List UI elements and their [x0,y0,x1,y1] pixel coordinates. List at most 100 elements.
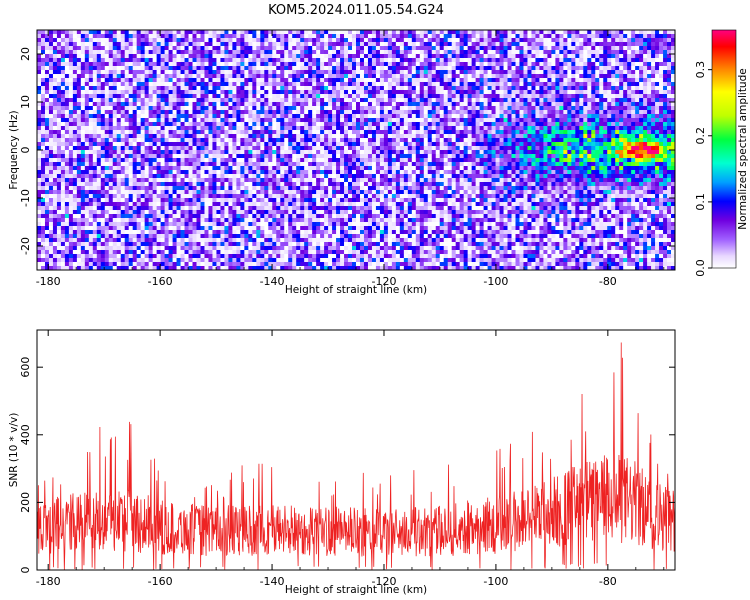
heatmap-cell [108,58,114,63]
heatmap-cell [344,90,349,95]
heatmap-cell [451,58,457,63]
heatmap-cell [64,118,70,123]
heatmap-cell [44,122,50,127]
heatmap-cell [40,154,46,159]
heatmap-cell [491,30,496,35]
heatmap-cell [212,110,217,115]
chart-title: KOM5.2024.011.05.54.G24 [268,3,444,18]
heatmap-cell [72,126,78,131]
heatmap-cell [439,78,445,83]
heatmap-cell [60,82,66,87]
heatmap-cell [244,78,249,83]
heatmap-cell [320,42,325,47]
heatmap-cell [128,154,134,159]
heatmap-cell [459,34,465,39]
heatmap-cell [419,126,425,131]
heatmap-cell [447,30,453,35]
heatmap-cell [280,90,285,95]
heatmap-cell [104,122,110,127]
heatmap-cell [340,30,345,35]
heatmap-cell [328,138,333,143]
heatmap-cell [531,146,536,151]
heatmap-cell [427,70,433,75]
heatmap-cell [591,110,596,115]
heatmap-cell [300,114,305,119]
heatmap-cell [164,86,169,91]
heatmap-cell [395,90,401,95]
heatmap-cell [647,30,652,35]
heatmap-cell [415,38,421,43]
heatmap-cell [292,126,297,131]
heatmap-cell [407,82,413,87]
heatmap-cell [124,34,130,39]
heatmap-cell [176,42,181,47]
heatmap-cell [395,38,401,43]
heatmap-cell [647,102,652,107]
heatmap-cell [491,90,496,95]
heatmap-cell [308,42,313,47]
heatmap-cell [284,46,289,51]
heatmap-cell [387,86,393,91]
heatmap-cell [503,150,508,155]
heatmap-cell [44,102,50,107]
heatmap-cell [627,130,632,135]
heatmap-cell [595,34,600,39]
heatmap-cell [200,86,205,91]
heatmap-cell [451,78,457,83]
heatmap-cell [407,150,413,155]
heatmap-cell [204,58,209,63]
heatmap-cell [543,146,548,151]
heatmap-cell [447,142,453,147]
heatmap-cell [563,58,568,63]
heatmap-cell [268,78,273,83]
heatmap-cell [515,130,520,135]
heatmap-cell [244,30,249,35]
heatmap-cell [332,98,337,103]
heatmap-cell [651,126,656,131]
heatmap-cell [507,146,512,151]
heatmap-cell [236,58,241,63]
heatmap-cell [164,62,169,67]
heatmap-cell [623,98,628,103]
heatmap-cell [527,102,532,107]
heatmap-cell [240,146,245,151]
heatmap-cell [387,66,393,71]
heatmap-cell [371,146,377,151]
heatmap-cell [304,118,309,123]
heatmap-cell [407,74,413,79]
heatmap-cell [120,118,126,123]
heatmap-cell [140,114,146,119]
heatmap-cell [64,66,70,71]
heatmap-cell [639,118,644,123]
heatmap-cell [451,46,457,51]
heatmap-cell [451,106,457,111]
heatmap-cell [68,154,74,159]
heatmap-cell [216,42,221,47]
heatmap-cell [260,102,265,107]
heatmap-cell [200,142,205,147]
heatmap-cell [631,150,636,155]
heatmap-cell [547,62,552,67]
heatmap-cell [168,122,173,127]
heatmap-cell [631,70,636,75]
heatmap-cell [503,50,508,55]
heatmap-cell [76,94,82,99]
heatmap-cell [264,134,269,139]
heatmap-cell [423,34,429,39]
heatmap-cell [60,50,66,55]
heatmap-cell [515,90,520,95]
heatmap-cell [547,134,552,139]
heatmap-cell [579,118,584,123]
heatmap-cell [371,62,377,67]
heatmap-cell [387,74,393,79]
heatmap-cell [284,30,289,35]
heatmap-cell [515,58,520,63]
heatmap-cell [152,138,158,143]
heatmap-cell [511,34,516,39]
heatmap-cell [607,38,612,43]
heatmap-cell [391,86,397,91]
heatmap-cell [280,62,285,67]
heatmap-cell [132,110,138,115]
heatmap-cell [431,90,437,95]
heatmap-cell [52,102,58,107]
